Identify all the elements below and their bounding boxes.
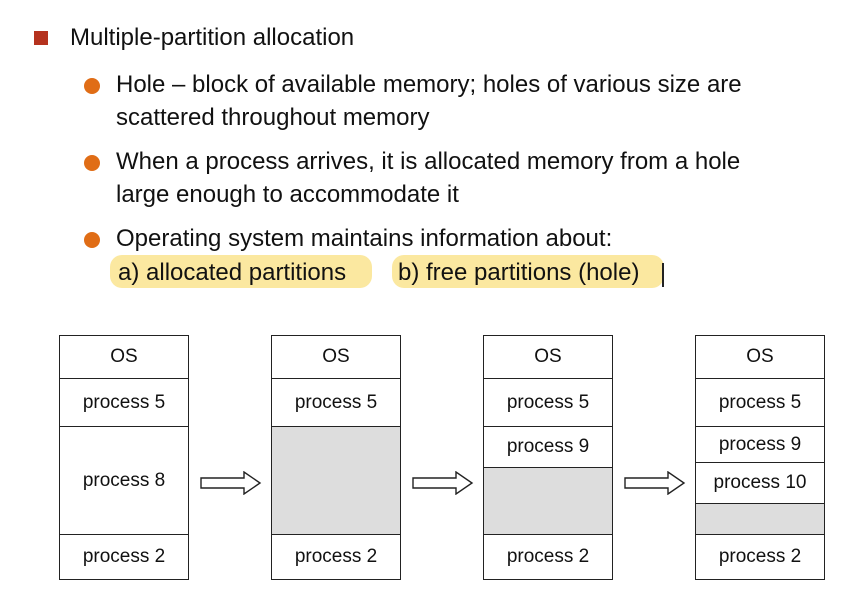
block-process: process 9: [696, 427, 824, 463]
block-process: process 8: [60, 427, 188, 535]
block-process: process 10: [696, 463, 824, 504]
right-arrow-icon: [200, 471, 262, 495]
sub-bullet-3: Operating system maintains information a…: [116, 222, 612, 255]
block-hole: [484, 468, 612, 535]
block-process: process 2: [506, 546, 590, 567]
sub-bullet-3-line-1: Operating system maintains information a…: [116, 225, 613, 252]
block-os: OS: [696, 336, 824, 379]
right-arrow-icon: [624, 471, 686, 495]
block-process: process 2: [82, 546, 166, 567]
block-process: process 9: [484, 427, 612, 468]
block-process: process 5: [60, 379, 188, 427]
highlight-free: [392, 255, 664, 288]
sub-bullet-marker: [84, 78, 100, 94]
highlight-allocated: [110, 255, 372, 288]
allocated-partitions-text: a) allocated partitions: [118, 259, 347, 286]
block-process: process 5: [696, 379, 824, 427]
block-os: OS: [484, 336, 612, 379]
text-cursor: [662, 263, 664, 287]
block-hole: [272, 427, 400, 535]
block-os: OS: [272, 336, 400, 379]
block-process: process 5: [484, 379, 612, 427]
memory-stack-3: OS process 5 process 9 process 2: [483, 335, 613, 580]
sub-bullet-2-line-1: When a process arrives, it is allocated …: [116, 148, 741, 175]
memory-stack-4: OS process 5 process 9 process 10 proces…: [695, 335, 825, 580]
sub-bullet-marker: [84, 155, 100, 171]
sub-bullet-2: When a process arrives, it is allocated …: [116, 145, 740, 211]
main-bullet-text: Multiple-partition allocation: [70, 24, 355, 51]
sub-bullet-marker: [84, 232, 100, 248]
block-process: process 2: [294, 546, 378, 567]
memory-stack-2: OS process 5 process 2: [271, 335, 401, 580]
block-hole: [696, 504, 824, 535]
sub-bullet-1-line-1: Hole – block of available memory; holes …: [116, 71, 742, 98]
sub-bullet-1: Hole – block of available memory; holes …: [116, 68, 742, 134]
right-arrow-icon: [412, 471, 474, 495]
free-partitions-text: b) free partitions (hole): [398, 259, 640, 286]
memory-stack-1: OS process 5 process 8 process 2: [59, 335, 189, 580]
sub-bullet-2-line-2: large enough to accommodate it: [116, 181, 459, 208]
block-os: OS: [60, 336, 188, 379]
block-process: process 2: [718, 546, 802, 567]
block-process: process 5: [272, 379, 400, 427]
main-bullet-marker: [34, 31, 48, 45]
sub-bullet-1-line-2: scattered throughout memory: [116, 104, 430, 131]
